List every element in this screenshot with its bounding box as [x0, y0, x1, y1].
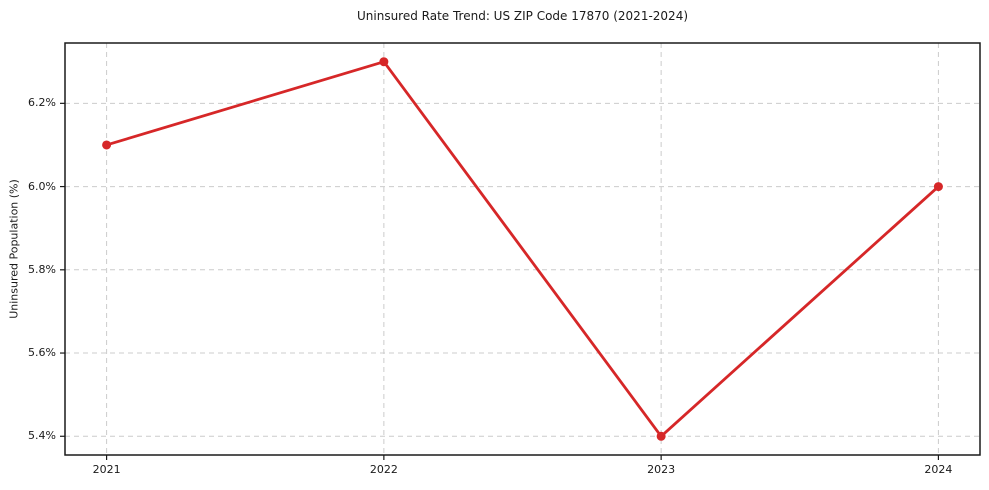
x-tick-label: 2022	[369, 463, 398, 476]
data-point-marker	[933, 182, 943, 192]
data-point-marker	[656, 431, 666, 441]
y-tick-label: 6.2%	[28, 96, 56, 110]
chart-title: Uninsured Rate Trend: US ZIP Code 17870 …	[356, 9, 689, 23]
data-point-marker	[379, 57, 389, 67]
x-tick-label: 2021	[92, 463, 121, 476]
line-series	[105, 60, 940, 438]
y-tick-label: 5.4%	[28, 429, 56, 443]
plot-border	[64, 42, 981, 456]
x-tick-label: 2024	[924, 463, 953, 476]
y-tick-label: 6.0%	[28, 179, 56, 193]
y-tick-label: 5.6%	[28, 346, 56, 360]
y-tick-label: 5.8%	[28, 262, 56, 276]
x-tick-label: 2023	[647, 463, 676, 476]
data-point-marker	[102, 140, 112, 150]
